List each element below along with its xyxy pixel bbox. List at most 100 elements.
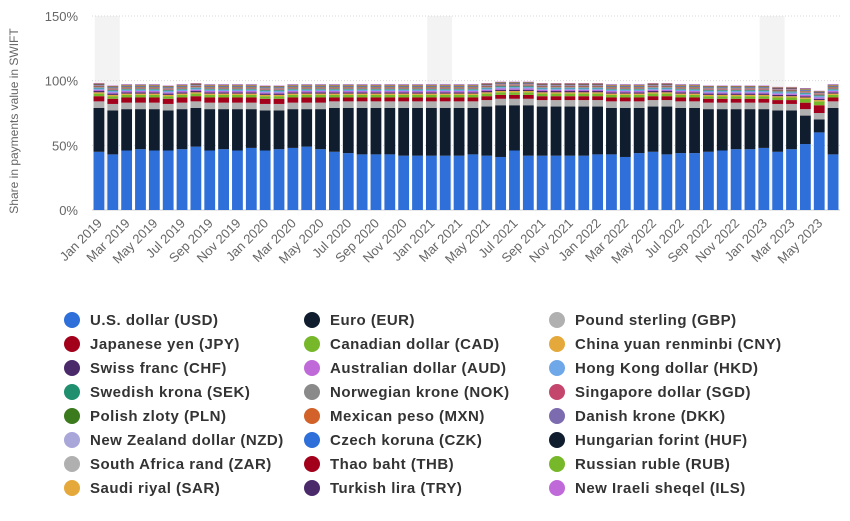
bar-segment [467, 89, 479, 90]
legend-item[interactable]: Polish zloty (PLN) [64, 404, 227, 428]
legend-item[interactable]: China yuan renminbi (CNY) [549, 332, 782, 356]
bar-segment [232, 94, 243, 98]
legend-item[interactable]: U.S. dollar (USD) [64, 308, 219, 332]
bar-segment [813, 100, 825, 102]
legend-item[interactable]: Czech koruna (CZK) [304, 428, 482, 452]
legend-item[interactable]: Swedish krona (SEK) [64, 380, 250, 404]
legend-item[interactable]: Hungarian forint (HUF) [549, 428, 748, 452]
legend-swatch-icon [304, 480, 320, 496]
bar-segment [689, 92, 700, 94]
bar-segment [204, 102, 216, 110]
bar-segment [148, 150, 160, 210]
bar-segment [135, 89, 146, 90]
legend-item[interactable]: Danish krone (DKK) [549, 404, 726, 428]
y-axis-ticks: 0% 50% 100% 150% [45, 9, 79, 218]
bar-segment [162, 92, 174, 94]
bar-segment [370, 88, 382, 90]
bar-segment [703, 151, 714, 210]
bar-segment [522, 155, 534, 210]
bar-segment [453, 94, 465, 98]
bar-segment [93, 92, 105, 94]
legend-item[interactable]: Russian ruble (RUB) [549, 452, 730, 476]
bar-segment [536, 155, 548, 210]
bar-segment [495, 105, 507, 157]
bar-segment [453, 92, 465, 94]
bar-segment [661, 89, 673, 92]
legend-item[interactable]: Singapore dollar (SGD) [549, 380, 751, 404]
bar-segment [675, 89, 687, 90]
legend-item[interactable]: New Zealand dollar (NZD) [64, 428, 284, 452]
legend-item[interactable]: Saudi riyal (SAR) [64, 476, 220, 500]
bar-segment [813, 101, 825, 106]
bar-segment [509, 88, 520, 90]
bar-segment [259, 89, 271, 90]
bar-segment [93, 96, 105, 102]
bar-segment [176, 102, 188, 110]
legend-item[interactable]: Swiss franc (CHF) [64, 356, 227, 380]
legend-item[interactable]: Euro (EUR) [304, 308, 415, 332]
bar-segment [786, 103, 797, 111]
bar-segment [398, 101, 410, 108]
bar-segment [245, 97, 257, 103]
bar-segment [287, 109, 299, 148]
legend-item[interactable]: Turkish lira (TRY) [304, 476, 462, 500]
legend-item[interactable]: Mexican peso (MXN) [304, 404, 485, 428]
bar-segment [356, 89, 368, 92]
bar-segment [689, 87, 700, 89]
legend-item[interactable]: Norwegian krone (NOK) [304, 380, 510, 404]
bar-segment [564, 92, 576, 94]
bar-segment [606, 107, 617, 155]
legend-item[interactable]: Canadian dollar (CAD) [304, 332, 500, 356]
legend-item[interactable]: Thao baht (THB) [304, 452, 454, 476]
bar-segment [592, 93, 603, 97]
bar-segment [703, 90, 714, 92]
bar-segment [689, 91, 700, 93]
bar-stack [315, 84, 326, 210]
bar-segment [384, 97, 396, 102]
bar-segment [730, 91, 742, 93]
legend-label: New Zealand dollar (NZD) [90, 431, 284, 449]
bar-stack [329, 84, 340, 210]
bar-segment [661, 91, 673, 93]
bar-segment [633, 107, 645, 154]
bar-segment [799, 98, 811, 103]
bar-segment [619, 92, 631, 94]
bar-segment [675, 88, 687, 90]
bar-segment [135, 109, 146, 150]
legend-item[interactable]: New Iraeli sheqel (ILS) [549, 476, 746, 500]
bar-segment [218, 87, 229, 89]
bar-segment [564, 86, 576, 88]
bar-segment [190, 89, 202, 92]
legend-item[interactable]: Japanese yen (JPY) [64, 332, 240, 356]
bar-segment [342, 91, 354, 93]
bar-segment [813, 132, 825, 210]
bar-stack [370, 84, 382, 210]
bar-segment [107, 103, 119, 111]
bar-segment [619, 93, 631, 95]
bar-segment [647, 92, 659, 94]
bar-segment [799, 94, 811, 97]
bar-segment [522, 94, 534, 99]
legend-label: Canadian dollar (CAD) [330, 335, 500, 353]
bar-segment [689, 97, 700, 102]
y-axis-label: Share in payments value in SWIFT [7, 28, 21, 214]
bar-segment [661, 154, 673, 210]
bar-segment [744, 149, 756, 210]
bar-segment [273, 94, 285, 97]
bar-segment [689, 107, 700, 154]
legend-label: Russian ruble (RUB) [575, 455, 731, 473]
legend-item[interactable]: Hong Kong dollar (HKD) [549, 356, 758, 380]
bar-segment [245, 87, 257, 89]
bar-segment [218, 97, 229, 103]
bar-segment [439, 91, 451, 93]
legend-item[interactable]: Australian dollar (AUD) [304, 356, 507, 380]
bar-segment [730, 102, 742, 110]
bar-segment [315, 94, 326, 98]
legend-item[interactable]: Pound sterling (GBP) [549, 308, 737, 332]
bar-segment [370, 91, 382, 93]
bar-stack [509, 81, 520, 210]
bar-segment [218, 102, 229, 110]
bar-segment [384, 89, 396, 90]
legend-item[interactable]: South Africa rand (ZAR) [64, 452, 272, 476]
